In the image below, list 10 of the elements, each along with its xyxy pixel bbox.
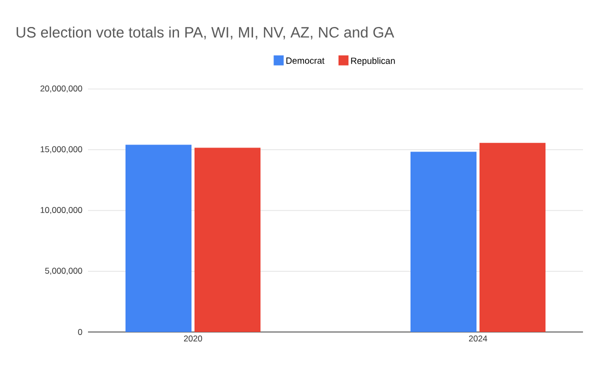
chart-title: US election vote totals in PA, WI, MI, NV, AZ, NC and GA <box>16 26 394 40</box>
y-tick-label: 15,000,000 <box>40 146 82 154</box>
y-tick-label: 20,000,000 <box>40 86 82 92</box>
y-tick-label: 10,000,000 <box>40 207 82 214</box>
x-tick-label: 2024 <box>469 336 488 342</box>
y-tick-label: 0 <box>78 329 82 335</box>
legend-label: Republican <box>351 57 395 66</box>
legend-label: Democrat <box>286 58 324 64</box>
y-tick-label: 5,000,000 <box>45 268 82 275</box>
x-tick-label: 2020 <box>184 336 202 342</box>
